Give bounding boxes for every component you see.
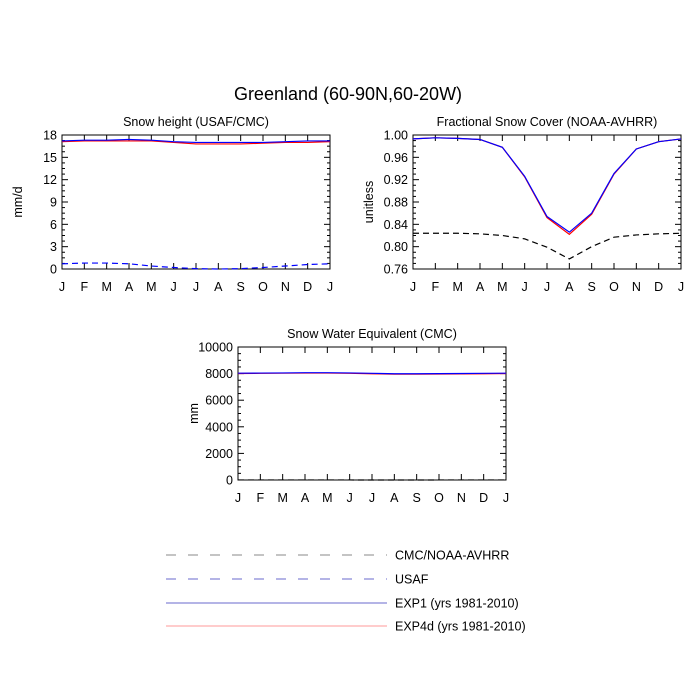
fractional-snow-cover-series-exp1 [412,137,682,233]
snow-water-equivalent-ytick-label: 6000 [205,394,233,408]
fractional-snow-cover-ytick-label: 1.00 [384,129,408,143]
snow-water-equivalent-xtick-label: J [369,491,375,505]
snow-water-equivalent-xtick-label: J [347,491,353,505]
snow-water-equivalent-ytick-label: 2000 [205,447,233,461]
fractional-snow-cover-xtick-label: N [632,280,641,294]
snow-height-xtick-label: D [303,280,312,294]
legend-label-1: USAF [395,573,429,587]
fractional-snow-cover-xtick-label: A [476,280,485,294]
snow-water-equivalent-series-exp1 [237,372,507,375]
snow-height-xtick-label: M [146,280,156,294]
snow-height-xtick-label: N [281,280,290,294]
snow-height-xtick-label: S [236,280,244,294]
snow-water-equivalent-xtick-label: J [503,491,509,505]
snow-height-frame [61,134,331,270]
snow-water-equivalent-ytick-label: 10000 [198,341,233,355]
snow-water-equivalent-ytick-label: 8000 [205,367,233,381]
snow-height-series-exp1 [61,138,330,144]
fractional-snow-cover-xtick-label: F [432,280,440,294]
fractional-snow-cover-series-cmc-noaa-avhrr [413,232,682,260]
snow-height-xtick-label: J [193,280,199,294]
fractional-snow-cover-ytick-label: 0.84 [384,218,408,232]
fractional-snow-cover-ytick-label: 0.96 [384,151,408,165]
snow-water-equivalent-xtick-label: D [479,491,488,505]
fractional-snow-cover-xtick-label: J [544,280,550,294]
fractional-snow-cover-title: Fractional Snow Cover (NOAA-AVHRR) [437,115,658,129]
fractional-snow-cover-ylabel: unitless [362,181,376,223]
fractional-snow-cover-ytick-label: 0.80 [384,240,408,254]
fractional-snow-cover-series-exp4d [412,137,682,236]
snow-water-equivalent-xtick-label: N [457,491,466,505]
snow-height-xtick-label: J [171,280,177,294]
snow-height-ytick-label: 15 [43,151,57,165]
snow-water-equivalent-xtick-label: O [434,491,444,505]
legend-label-0: CMC/NOAA-AVHRR [395,549,509,563]
snow-height-ytick-label: 12 [43,173,57,187]
legend-label-3: EXP4d (yrs 1981-2010) [395,620,526,634]
snow-water-equivalent-title: Snow Water Equivalent (CMC) [287,327,457,341]
fractional-snow-cover-xtick-label: J [410,280,416,294]
fractional-snow-cover-xtick-label: A [565,280,574,294]
figure-title: Greenland (60-90N,60-20W) [234,84,462,104]
snow-water-equivalent-ytick-label: 4000 [205,420,233,434]
fractional-snow-cover-ytick-label: 0.92 [384,173,408,187]
snow-height-xtick-label: A [214,280,223,294]
snow-water-equivalent-ytick-label: 0 [226,474,233,488]
legend-label-2: EXP1 (yrs 1981-2010) [395,597,519,611]
snow-height-series-exp4d [61,140,331,145]
snow-water-equivalent-xtick-label: A [301,491,310,505]
snow-height-xtick-label: F [81,280,89,294]
fractional-snow-cover-xtick-label: M [497,280,507,294]
fractional-snow-cover-xtick-label: J [678,280,684,294]
snow-height-series-usaf [61,262,331,270]
fractional-snow-cover-xtick-label: O [609,280,619,294]
snow-water-equivalent-xtick-label: A [390,491,399,505]
snow-water-equivalent-xtick-label: M [277,491,287,505]
snow-height-xtick-label: J [59,280,65,294]
snow-height-ylabel: mm/d [11,186,25,217]
chart-snow-water-equivalent: Snow Water Equivalent (CMC) mm 0 2000 4000 60… [187,327,509,505]
fractional-snow-cover-xtick-label: D [654,280,663,294]
snow-height-ytick-label: 0 [50,263,57,277]
snow-water-equivalent-xtick-label: S [412,491,420,505]
snow-height-xtick-label: A [125,280,134,294]
fractional-snow-cover-ytick-label: 0.76 [384,263,408,277]
snow-water-equivalent-ylabel: mm [187,403,201,424]
snow-water-equivalent-xtick-label: F [257,491,265,505]
fractional-snow-cover-frame [412,134,682,270]
legend: CMC/NOAA-AVHRR USAF EXP1 (yrs 1981-2010) EX… [166,549,526,634]
snow-water-equivalent-frame [237,346,507,481]
fractional-snow-cover-xtick-label: M [452,280,462,294]
fractional-snow-cover-ytick-label: 0.88 [384,196,408,210]
snow-height-ytick-label: 6 [50,218,57,232]
snow-water-equivalent-xtick-label: M [322,491,332,505]
fractional-snow-cover-xtick-label: S [587,280,595,294]
snow-height-xtick-label: O [258,280,268,294]
snow-height-ytick-label: 3 [50,240,57,254]
snow-height-ytick-label: 18 [43,129,57,143]
snow-height-xtick-label: J [327,280,333,294]
snow-height-title: Snow height (USAF/CMC) [123,115,269,129]
snow-water-equivalent-xtick-label: J [235,491,241,505]
snow-height-xtick-label: M [101,280,111,294]
snow-height-ytick-label: 9 [50,196,57,210]
chart-fractional-snow-cover: Fractional Snow Cover (NOAA-AVHRR) unitle… [362,115,684,294]
fractional-snow-cover-xtick-label: J [522,280,528,294]
